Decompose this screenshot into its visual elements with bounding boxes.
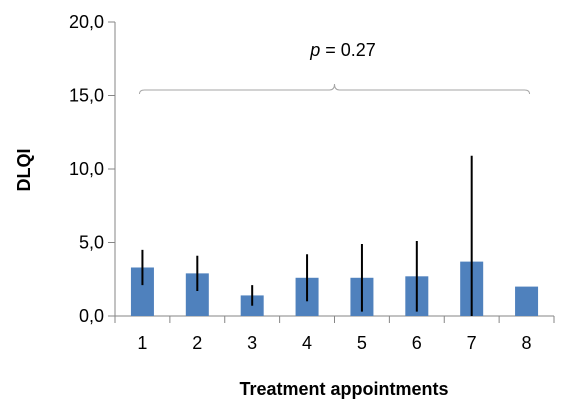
x-tick-label: 1 <box>137 333 147 353</box>
y-tick-label: 5,0 <box>79 233 104 253</box>
bar <box>515 286 539 316</box>
x-tick-label: 7 <box>467 333 477 353</box>
bars-group <box>130 261 539 316</box>
p-value-annotation: p = 0.27 <box>309 40 376 60</box>
y-tick-label: 0,0 <box>79 306 104 326</box>
x-tick-label: 3 <box>247 333 257 353</box>
error-bars-group <box>141 155 473 316</box>
x-tick-label: 2 <box>192 333 202 353</box>
x-axis: 1 2 3 4 5 6 7 8 <box>114 315 555 353</box>
y-tick-label: 20,0 <box>69 12 104 32</box>
p-value-text: = 0.27 <box>320 40 376 60</box>
bar <box>240 295 264 316</box>
x-tick-label: 5 <box>357 333 367 353</box>
bar <box>185 273 209 316</box>
significance-bracket <box>138 83 531 95</box>
y-axis-title: DLQI <box>14 149 34 192</box>
x-tick-label: 8 <box>522 333 532 353</box>
x-tick-label: 4 <box>302 333 312 353</box>
y-tick-label: 15,0 <box>69 86 104 106</box>
p-symbol: p <box>309 40 320 60</box>
bar <box>130 267 154 316</box>
y-axis: 0,0 5,0 10,0 15,0 20,0 <box>69 12 116 326</box>
y-tick-label: 10,0 <box>69 159 104 179</box>
x-tick-label: 6 <box>412 333 422 353</box>
x-axis-title: Treatment appointments <box>239 379 448 399</box>
